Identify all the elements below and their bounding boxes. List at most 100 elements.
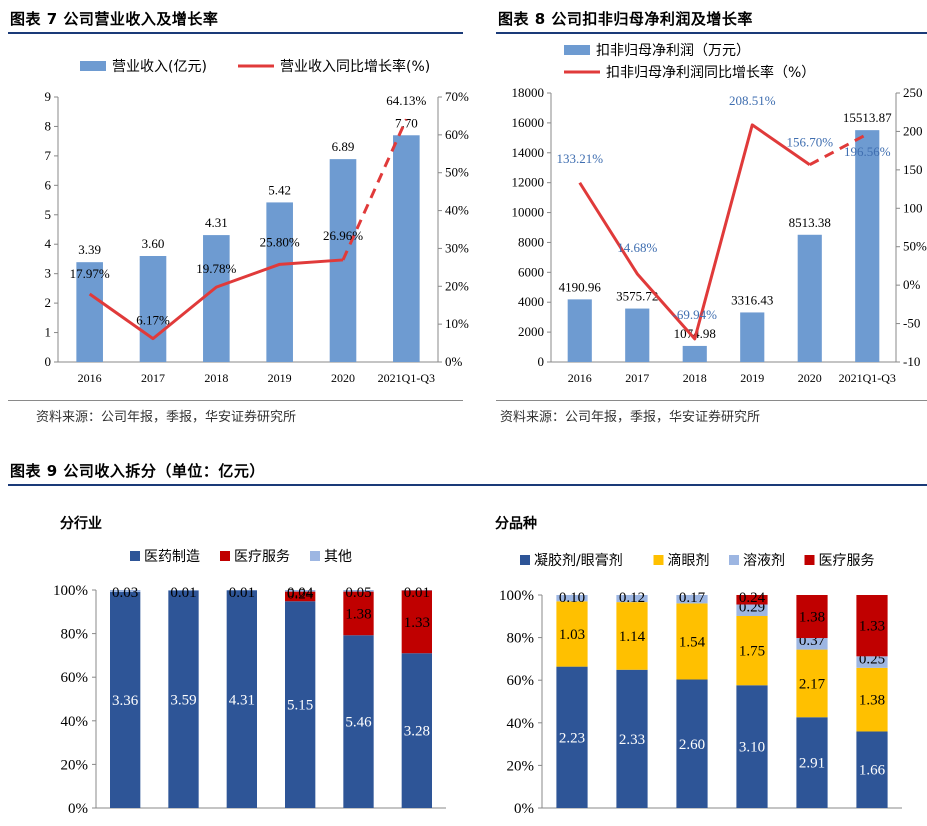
- y-tick-label: 20%: [507, 758, 535, 774]
- legend-label: 医疗服务: [819, 553, 875, 569]
- y-tick-label: 100%: [53, 583, 88, 599]
- y-tick-label: 40%: [61, 714, 89, 730]
- left-tick-label: 0: [538, 354, 545, 369]
- line-value-label: 64.13%: [386, 93, 426, 108]
- right-tick-label: 150: [903, 162, 923, 177]
- bar: [393, 135, 420, 362]
- bar-value-label: 8513.38: [789, 215, 831, 230]
- line-value-label: 196.56%: [844, 144, 891, 159]
- segment-value-label: 1.03: [559, 627, 585, 643]
- line-value-label: 208.51%: [729, 93, 776, 108]
- fig8-bottom-rule: [496, 400, 927, 401]
- right-tick-label: 250: [903, 85, 923, 100]
- segment-value-label: 0.03: [112, 585, 138, 601]
- line-value-label: 17.97%: [70, 266, 110, 281]
- bar-value-label: 6.89: [332, 139, 355, 154]
- segment-value-label: 0.10: [559, 590, 585, 606]
- x-tick-label: 2018: [683, 371, 707, 385]
- segment-value-label: 0.24: [739, 590, 766, 606]
- line-value-label: 25.80%: [260, 234, 300, 249]
- x-tick-label: 2020: [331, 371, 355, 385]
- legend-swatch: [729, 555, 739, 565]
- legend-swatch: [130, 551, 140, 561]
- segment-value-label: 1.75: [739, 644, 765, 660]
- fig9-title: 图表 9 公司收入拆分（单位：亿元）: [10, 460, 265, 481]
- x-tick-label: 2017: [141, 371, 165, 385]
- right-tick-label: 30%: [445, 240, 469, 255]
- bar-value-label: 7.70: [395, 115, 418, 130]
- x-tick-label: 2019: [740, 371, 764, 385]
- legend-label: 其他: [324, 549, 352, 565]
- x-tick-label: 2021Q1-Q3: [378, 371, 435, 385]
- left-tick-label: 14000: [512, 145, 545, 160]
- legend-label: 医药制造: [144, 549, 200, 565]
- segment-value-label: 3.10: [739, 740, 765, 756]
- legend-label: 医疗服务: [234, 549, 290, 565]
- y-tick-label: 40%: [507, 716, 535, 732]
- segment-value-label: 1.14: [619, 629, 646, 645]
- segment-value-label: 2.17: [799, 676, 826, 692]
- right-tick-label: 0%: [903, 277, 921, 292]
- fig9a-chart: 医药制造医疗服务其他0%20%40%60%80%100%3.360.033.59…: [0, 536, 460, 826]
- fig7-title: 图表 7 公司营业收入及增长率: [10, 8, 218, 29]
- right-tick-label: -50: [903, 316, 920, 331]
- bar-value-label: 5.42: [268, 182, 291, 197]
- line-value-label: 6.17%: [136, 313, 170, 328]
- left-tick-label: 7: [45, 148, 52, 163]
- bar: [568, 299, 592, 362]
- right-tick-label: 100: [903, 200, 923, 215]
- bar: [266, 202, 293, 362]
- left-tick-label: 3: [45, 266, 52, 281]
- left-tick-label: 6: [45, 177, 52, 192]
- line-value-label: 26.96%: [323, 228, 363, 243]
- legend-swatch: [520, 555, 530, 565]
- right-tick-label: 0%: [445, 354, 463, 369]
- fig7-top-rule: [8, 32, 463, 34]
- left-tick-label: 12000: [512, 175, 545, 190]
- left-tick-label: 0: [45, 354, 52, 369]
- y-tick-label: 20%: [61, 757, 89, 773]
- right-tick-label: 20%: [445, 278, 469, 293]
- y-tick-label: 0%: [514, 801, 534, 817]
- bar: [798, 235, 822, 362]
- left-tick-label: 2: [45, 295, 52, 310]
- left-tick-label: 8: [45, 118, 52, 133]
- fig9b-chart: 凝胶剂/眼膏剂滴眼剂溶液剂医疗服务0%20%40%60%80%100%2.231…: [460, 536, 927, 826]
- segment-value-label: 1.38: [345, 606, 371, 622]
- y-tick-label: 100%: [499, 588, 534, 604]
- legend-label: 凝胶剂/眼膏剂: [534, 552, 623, 569]
- segment-value-label: 1.38: [859, 693, 885, 709]
- y-tick-label: 0%: [68, 801, 88, 817]
- fig9a-subtitle: 分行业: [60, 513, 102, 533]
- fig9b-subtitle: 分品种: [495, 513, 537, 533]
- legend-swatch: [220, 551, 230, 561]
- right-tick-label: 40%: [445, 203, 469, 218]
- right-tick-label: 200: [903, 123, 923, 138]
- line-value-label: -69.94%: [673, 307, 718, 322]
- segment-value-label: 0.12: [619, 590, 645, 606]
- left-tick-label: 8000: [518, 234, 544, 249]
- left-tick-label: 2000: [518, 324, 544, 339]
- bar: [140, 256, 167, 362]
- x-tick-label: 2021Q1-Q3: [839, 371, 896, 385]
- bar-value-label: 4.31: [205, 215, 228, 230]
- segment-value-label: 1.33: [859, 619, 885, 635]
- left-tick-label: 4: [45, 236, 52, 251]
- legend-label: 营业收入同比增长率(%): [280, 58, 430, 75]
- bar-value-label: 3.39: [78, 242, 101, 257]
- segment-value-label: 5.46: [345, 715, 372, 731]
- right-tick-label: 60%: [445, 127, 469, 142]
- line-value-label: 133.21%: [556, 151, 603, 166]
- left-tick-label: 18000: [512, 85, 545, 100]
- x-tick-label: 2016: [568, 371, 592, 385]
- legend-swatch: [805, 555, 815, 565]
- segment-value-label: 1.54: [679, 634, 706, 650]
- segment-value-label: 0.17: [679, 590, 706, 606]
- fig9-top-rule: [8, 484, 927, 486]
- segment-value-label: 3.36: [112, 693, 139, 709]
- segment-value-label: 3.28: [404, 724, 430, 740]
- y-tick-label: 80%: [507, 631, 535, 647]
- legend-swatch: [310, 551, 320, 561]
- bar: [683, 346, 707, 362]
- x-tick-label: 2017: [625, 371, 649, 385]
